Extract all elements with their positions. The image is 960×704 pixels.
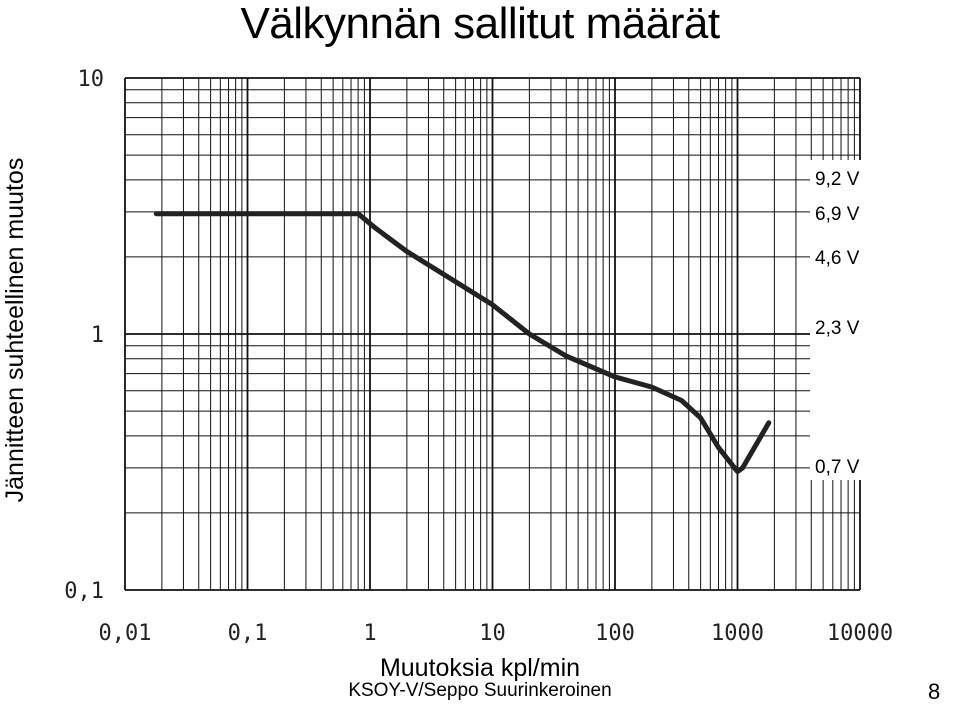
voltage-annotation: 4,6 V [815, 248, 860, 269]
page-number: 8 [928, 679, 941, 704]
voltage-annotations: 9,2 V 6,9 V 4,6 V 2,3 V 0,7 V [810, 160, 872, 480]
x-tick-label: 100 [595, 621, 635, 646]
annotation-backdrop [810, 160, 872, 480]
slide-title: Välkynnän sallitut määrät [240, 0, 720, 48]
x-tick-label: 0,01 [99, 621, 152, 646]
x-tick-label: 1000 [711, 621, 764, 646]
x-axis-label: Muutoksia kpl/min [379, 654, 581, 682]
series-layer [153, 211, 772, 475]
x-tick-label: 10000 [827, 621, 893, 646]
y-tick-label: 0,1 [64, 579, 104, 604]
footer-author: KSOY-V/Seppo Suurinkeroinen [348, 680, 612, 701]
limit-curve [153, 211, 772, 475]
voltage-annotation: 6,9 V [815, 204, 860, 225]
y-tick-label: 1 [91, 323, 104, 348]
voltage-annotation: 2,3 V [815, 318, 860, 339]
x-tick-label: 0,1 [228, 621, 268, 646]
x-tick-label: 1 [363, 621, 376, 646]
chart-grid [124, 77, 861, 591]
tick-labels: 0,01 0,1 1 10 100 1000 10000 0,1 1 10 [64, 67, 893, 646]
voltage-annotation: 9,2 V [815, 169, 860, 190]
voltage-annotation: 0,7 V [815, 457, 860, 478]
x-tick-label: 10 [479, 621, 506, 646]
y-tick-label: 10 [78, 67, 105, 92]
